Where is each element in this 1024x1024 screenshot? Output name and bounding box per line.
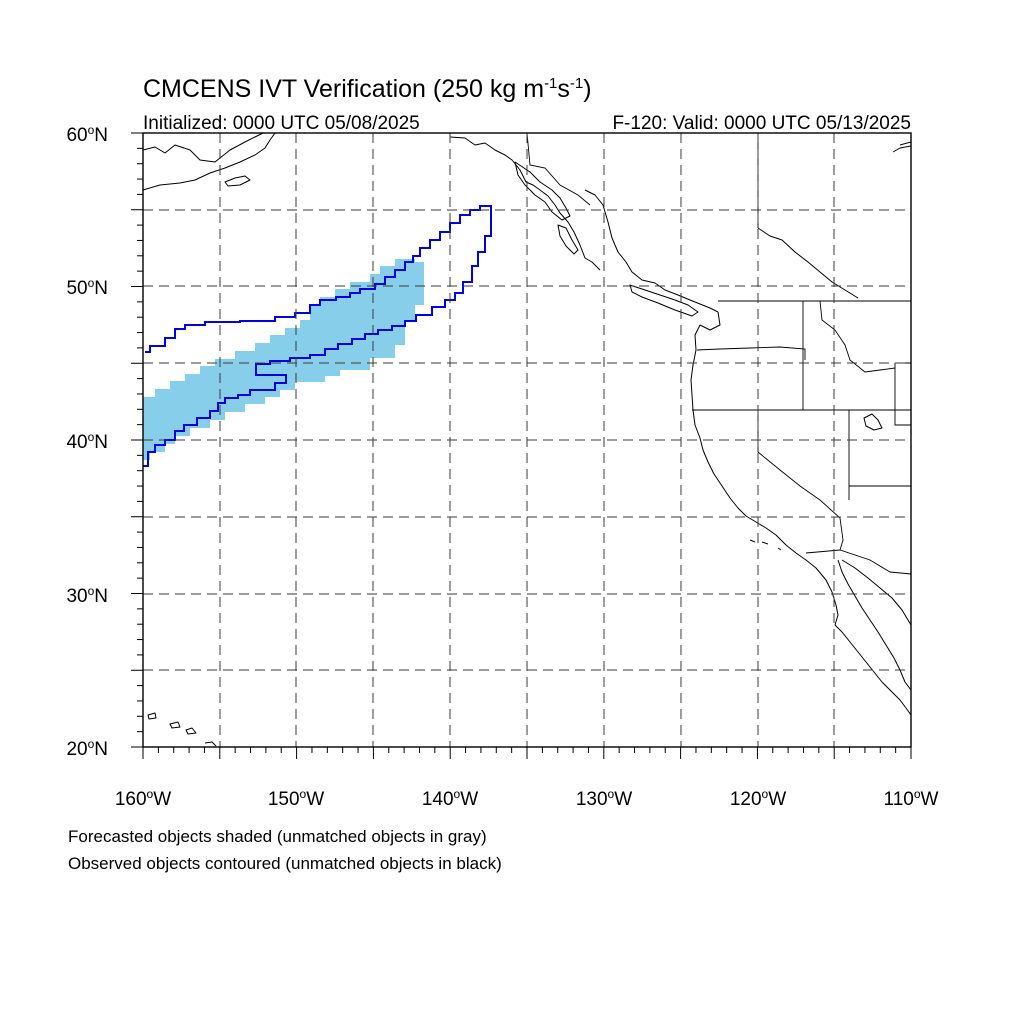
mainland-mexico-coastline <box>841 559 911 626</box>
hawaii-islands <box>147 712 217 747</box>
valid-time-label: F-120: Valid: 0000 UTC 05/13/2025 <box>612 113 911 134</box>
alaska-coastline <box>143 133 264 163</box>
washington-oregon-border <box>696 346 806 360</box>
canadian-rockies-coast-fragment <box>757 227 859 299</box>
figure-title: CMCENS IVT Verification (250 kg m-1s-1) <box>143 75 592 103</box>
northeast-coast-fragment <box>892 141 911 153</box>
lat-label-30: 30oN <box>66 584 108 607</box>
longitude-labels: 160oW 150oW 140oW 130oW 120oW 110oW <box>115 787 939 810</box>
forecast-object-shaded <box>143 259 424 460</box>
lat-label-50: 50oN <box>66 276 108 299</box>
canada-alaska-border <box>526 133 591 206</box>
forecast-note: Forecasted objects shaded (unmatched obj… <box>68 827 487 846</box>
us-mexico-border <box>805 549 911 575</box>
observed-object-contour <box>143 205 492 467</box>
alaska-peninsula-coastline <box>143 133 276 191</box>
great-salt-lake <box>863 413 883 431</box>
lon-label-160: 160oW <box>115 787 171 810</box>
init-time-label: Initialized: 0000 UTC 05/08/2025 <box>143 113 420 134</box>
lon-label-110: 110oW <box>884 787 939 810</box>
latitude-labels: 60oN 50oN 40oN 30oN 20oN <box>66 123 108 760</box>
channel-islands <box>749 539 782 551</box>
lat-label-60: 60oN <box>66 123 108 146</box>
observed-note: Observed objects contoured (unmatched ob… <box>68 854 502 873</box>
map-gridlines <box>143 133 911 747</box>
lon-label-120: 120oW <box>730 787 786 810</box>
gulf-of-alaska-coastline <box>449 136 601 271</box>
idaho-montana-border <box>819 300 896 373</box>
us-west-coastline <box>690 311 839 626</box>
california-nevada-border <box>757 410 841 519</box>
lon-label-140: 140oW <box>422 787 478 810</box>
bc-coastline <box>584 189 719 313</box>
lon-label-150: 150oW <box>268 787 324 810</box>
lat-label-20: 20oN <box>66 737 108 760</box>
arizona-california-border <box>839 517 844 551</box>
lat-label-40: 40oN <box>66 430 108 453</box>
baja-california-coastline <box>834 624 911 716</box>
wyoming-border <box>894 362 911 426</box>
map-plot-area <box>143 133 911 747</box>
kodiak-island <box>224 175 251 187</box>
vancouver-island <box>629 284 699 317</box>
haida-gwaii <box>557 224 579 255</box>
lon-label-130: 130oW <box>576 787 632 810</box>
axis-ticks <box>131 132 912 759</box>
gulf-of-california-coastline <box>837 559 911 691</box>
alaska-panhandle-islands <box>514 161 571 221</box>
